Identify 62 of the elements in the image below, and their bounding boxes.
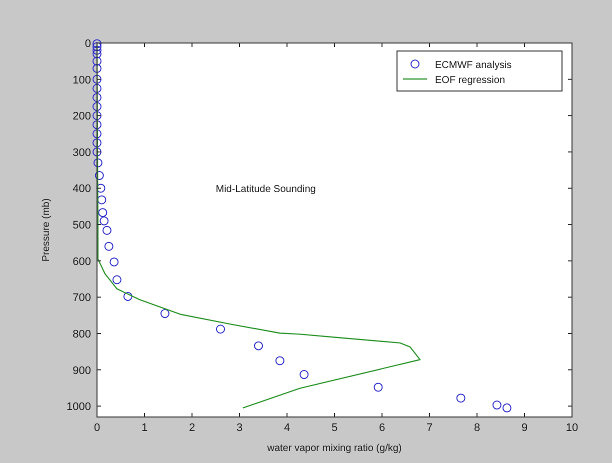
point <box>92 120 102 130</box>
point <box>92 64 102 73</box>
point <box>112 275 122 284</box>
x-tick-label: 5 <box>331 422 338 434</box>
point <box>92 138 102 148</box>
legend-label: EOF regression <box>435 75 506 86</box>
x-tick-label: 8 <box>474 422 480 434</box>
point <box>102 226 112 235</box>
x-tick-label: 10 <box>566 422 578 434</box>
x-tick-label: 6 <box>378 422 386 434</box>
point <box>254 341 263 350</box>
y-tick-label: 400 <box>72 183 91 196</box>
point <box>93 158 102 168</box>
point <box>92 42 102 52</box>
point <box>100 216 109 226</box>
y-tick-label: 200 <box>72 110 91 123</box>
x-tick-label: 4 <box>284 422 290 434</box>
y-tick-label: 1000 <box>66 401 91 414</box>
y-tick-label: 0 <box>84 38 91 50</box>
y-tick-label: 100 <box>72 74 91 86</box>
point <box>92 102 102 112</box>
y-tick-label: 500 <box>72 220 91 232</box>
y-tick-label: 300 <box>72 146 91 159</box>
point <box>92 92 102 102</box>
y-tick-label: 600 <box>72 256 91 268</box>
point <box>92 39 102 48</box>
point <box>110 257 119 266</box>
legend-label: ECMWF analysis <box>435 60 512 71</box>
point <box>160 309 170 318</box>
point <box>94 171 104 180</box>
point <box>92 147 102 156</box>
x-tick-label: 9 <box>521 422 528 434</box>
point <box>216 324 225 334</box>
point <box>92 84 102 93</box>
point <box>456 394 466 403</box>
point <box>96 184 106 193</box>
point <box>92 129 102 138</box>
x-tick-label: 1 <box>141 422 148 434</box>
point <box>92 74 102 84</box>
point <box>97 195 106 204</box>
point <box>104 242 114 251</box>
point <box>92 111 102 120</box>
y-axis-title: Pressure (mb) <box>41 198 52 262</box>
point <box>98 208 108 218</box>
y-tick-label: 800 <box>72 328 91 340</box>
point <box>92 46 102 55</box>
point <box>374 382 383 392</box>
annotation: Mid-Latitude Sounding <box>216 184 316 196</box>
point <box>492 400 502 410</box>
point <box>92 56 102 66</box>
x-tick-label: 2 <box>188 422 196 434</box>
x-tick-label: 7 <box>426 422 433 434</box>
y-tick-label: 900 <box>72 364 91 377</box>
x-tick-label: 3 <box>236 422 243 434</box>
point <box>123 292 132 301</box>
x-tick-label: 0 <box>94 422 100 434</box>
point <box>502 403 512 412</box>
x-axis-title: water vapor mixing ratio (g/kg) <box>266 443 402 454</box>
point <box>92 49 102 58</box>
y-tick-label: 700 <box>72 292 91 304</box>
point <box>275 356 284 366</box>
point <box>300 370 309 380</box>
